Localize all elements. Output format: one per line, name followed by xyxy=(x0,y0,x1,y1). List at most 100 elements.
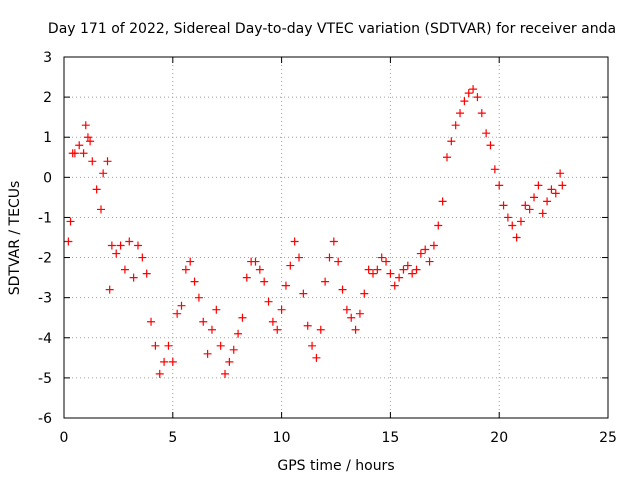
data-point xyxy=(133,241,142,250)
data-point xyxy=(83,133,92,142)
data-point xyxy=(342,305,351,314)
data-point xyxy=(160,357,169,366)
data-point xyxy=(125,237,134,246)
data-point xyxy=(264,297,273,306)
data-point xyxy=(120,265,129,274)
data-point xyxy=(329,237,338,246)
data-point xyxy=(355,309,364,318)
x-tick-label: 0 xyxy=(60,430,69,446)
data-point xyxy=(442,153,451,162)
y-tick-labels: -6 -5 -4 -3 -2 -1 0 1 2 3 xyxy=(38,50,52,427)
data-point xyxy=(203,349,212,358)
data-point xyxy=(338,285,347,294)
data-point xyxy=(551,189,560,198)
data-point xyxy=(190,277,199,286)
data-point xyxy=(81,121,90,130)
data-point xyxy=(112,249,121,258)
data-point xyxy=(155,369,164,378)
data-point xyxy=(456,109,465,118)
data-point xyxy=(425,257,434,266)
y-tick-label: 1 xyxy=(43,130,52,146)
data-point xyxy=(173,309,182,318)
y-tick-label: -2 xyxy=(38,251,52,267)
data-point xyxy=(151,341,160,350)
plot-frame xyxy=(63,56,609,419)
data-point xyxy=(147,317,156,326)
data-point xyxy=(390,281,399,290)
y-tick-label: 2 xyxy=(43,90,52,106)
x-tick-label: 15 xyxy=(381,430,399,446)
data-point xyxy=(438,197,447,206)
data-point xyxy=(181,265,190,274)
data-point xyxy=(360,289,369,298)
data-point xyxy=(290,237,299,246)
data-point xyxy=(368,269,377,278)
data-point xyxy=(516,217,525,226)
data-point xyxy=(92,185,101,194)
data-point xyxy=(107,241,116,250)
data-point xyxy=(229,345,238,354)
x-tick-label: 25 xyxy=(599,430,617,446)
x-tick-label: 20 xyxy=(490,430,508,446)
data-point xyxy=(168,357,177,366)
data-point xyxy=(64,237,73,246)
data-point xyxy=(225,357,234,366)
data-point xyxy=(96,205,105,214)
data-point xyxy=(347,313,356,322)
data-point xyxy=(70,149,79,158)
data-point xyxy=(295,253,304,262)
data-point xyxy=(556,169,565,178)
data-point xyxy=(116,241,125,250)
data-point xyxy=(543,197,552,206)
data-point xyxy=(408,269,417,278)
axis-ticks xyxy=(63,56,609,419)
data-point xyxy=(194,293,203,302)
x-tick-label: 10 xyxy=(273,430,291,446)
data-point xyxy=(482,129,491,138)
data-point xyxy=(334,257,343,266)
data-point xyxy=(303,321,312,330)
data-point xyxy=(138,253,147,262)
data-point xyxy=(312,353,321,362)
y-tick-label: -6 xyxy=(38,411,52,427)
data-point xyxy=(490,165,499,174)
data-point xyxy=(268,317,277,326)
data-point xyxy=(286,261,295,270)
y-tick-label: -1 xyxy=(38,210,52,226)
data-point xyxy=(521,201,530,210)
data-point xyxy=(66,217,75,226)
y-tick-label: -5 xyxy=(38,371,52,387)
data-point xyxy=(469,85,478,94)
data-point xyxy=(364,265,373,274)
y-tick-label: 0 xyxy=(43,170,52,186)
y-tick-label: -3 xyxy=(38,291,52,307)
data-point xyxy=(99,169,108,178)
data-point xyxy=(321,277,330,286)
data-point xyxy=(534,181,543,190)
data-point xyxy=(242,273,251,282)
data-point xyxy=(377,253,386,262)
data-point xyxy=(316,325,325,334)
data-point xyxy=(473,93,482,102)
data-point xyxy=(421,245,430,254)
data-point xyxy=(277,305,286,314)
data-point xyxy=(79,149,88,158)
data-point xyxy=(255,265,264,274)
data-point xyxy=(199,317,208,326)
grid-lines xyxy=(64,57,608,418)
data-point xyxy=(416,249,425,258)
data-point xyxy=(281,281,290,290)
data-point xyxy=(429,241,438,250)
data-point xyxy=(403,261,412,270)
data-point xyxy=(251,257,260,266)
y-axis-label: SDTVAR / TECUs xyxy=(7,181,23,296)
data-point xyxy=(547,185,556,194)
data-point xyxy=(525,205,534,214)
data-point xyxy=(530,193,539,202)
chart-title: Day 171 of 2022, Sidereal Day-to-day VTE… xyxy=(48,21,616,37)
data-point xyxy=(451,121,460,130)
data-point xyxy=(412,265,421,274)
data-points xyxy=(64,85,567,378)
data-point xyxy=(216,341,225,350)
data-point xyxy=(386,269,395,278)
